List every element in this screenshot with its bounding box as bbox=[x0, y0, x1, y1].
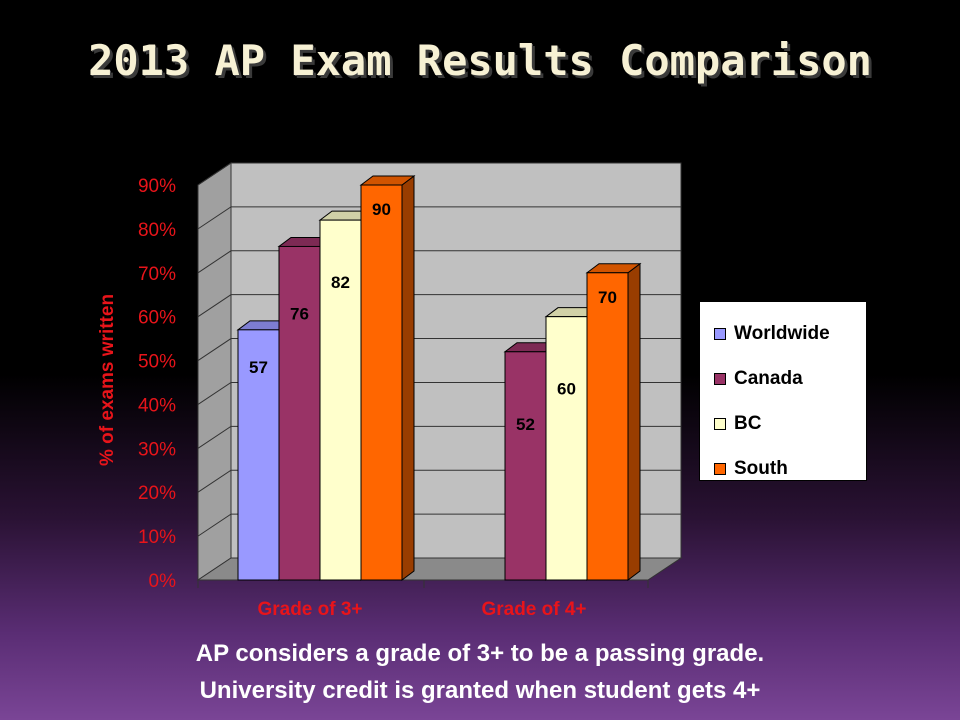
data-label: 57 bbox=[249, 358, 268, 377]
legend-item-south: South bbox=[700, 446, 866, 491]
gridline bbox=[197, 338, 681, 361]
data-label: 76 bbox=[290, 304, 309, 323]
x-tick-label: Grade of 4+ bbox=[481, 599, 586, 620]
y-tick-label: 60% bbox=[138, 308, 176, 329]
y-tick-label: 70% bbox=[138, 264, 176, 285]
legend-item-worldwide: Worldwide bbox=[700, 311, 866, 356]
y-tick-label: 80% bbox=[138, 220, 176, 241]
chart-legend: Worldwide Canada BC South bbox=[699, 301, 867, 481]
y-tick-label: 10% bbox=[138, 527, 176, 548]
y-tick-label: 20% bbox=[138, 483, 176, 504]
legend-label-canada: Canada bbox=[734, 367, 803, 389]
caption-line-2: University credit is granted when studen… bbox=[199, 677, 761, 704]
bar-chart: 0% 10% 20% 30% 40% 50% 60% 70% 80% 90% 57 76 82 90 52… bbox=[97, 162, 683, 620]
y-tick-label: 30% bbox=[138, 439, 176, 460]
x-tick-label: Grade of 3+ bbox=[257, 599, 362, 620]
legend-label-south: South bbox=[734, 457, 788, 479]
bar-front bbox=[586, 272, 629, 581]
data-label: 82 bbox=[331, 273, 350, 292]
legend-swatch-bc bbox=[714, 417, 726, 430]
legend-item-bc: BC bbox=[700, 401, 866, 446]
bar-front bbox=[545, 316, 588, 581]
gridline bbox=[197, 206, 681, 230]
y-tick-label: 40% bbox=[138, 395, 176, 416]
x-axis-ticks: Grade of 3+ Grade of 4+ bbox=[197, 580, 649, 620]
bar-side bbox=[627, 262, 641, 581]
legend-label-worldwide: Worldwide bbox=[734, 322, 830, 344]
gridline bbox=[197, 250, 681, 274]
bar-front bbox=[237, 329, 280, 581]
bar-front bbox=[319, 219, 362, 581]
data-label: 52 bbox=[516, 415, 535, 434]
bar-south-grade4 bbox=[585, 262, 642, 581]
bar-front bbox=[360, 184, 403, 581]
data-label: 70 bbox=[598, 288, 617, 307]
bar-side bbox=[401, 175, 415, 581]
legend-swatch-south bbox=[714, 462, 726, 475]
caption-line-1: AP considers a grade of 3+ to be a passi… bbox=[195, 640, 765, 667]
data-label: 90 bbox=[372, 200, 391, 219]
gridline bbox=[197, 294, 681, 318]
legend-label-bc: BC bbox=[734, 412, 762, 434]
slide-title: 2013 AP Exam Results Comparison bbox=[88, 36, 872, 85]
gridline bbox=[197, 162, 681, 186]
bar-south-grade3 bbox=[359, 175, 416, 581]
chart-bars bbox=[236, 175, 642, 581]
data-label: 60 bbox=[557, 380, 576, 399]
y-tick-label: 50% bbox=[138, 352, 176, 373]
bar-front bbox=[504, 351, 547, 581]
y-axis-label: % of exams written bbox=[97, 294, 118, 466]
legend-item-canada: Canada bbox=[700, 356, 866, 401]
y-tick-label: 0% bbox=[149, 571, 177, 592]
bar-front bbox=[278, 245, 321, 581]
y-axis-ticks: 0% 10% 20% 30% 40% 50% 60% 70% 80% 90% bbox=[138, 176, 176, 592]
legend-swatch-canada bbox=[714, 372, 726, 385]
data-labels: 57 76 82 90 52 60 70 bbox=[249, 200, 617, 434]
legend-swatch-worldwide bbox=[714, 327, 726, 340]
y-tick-label: 90% bbox=[138, 176, 176, 197]
